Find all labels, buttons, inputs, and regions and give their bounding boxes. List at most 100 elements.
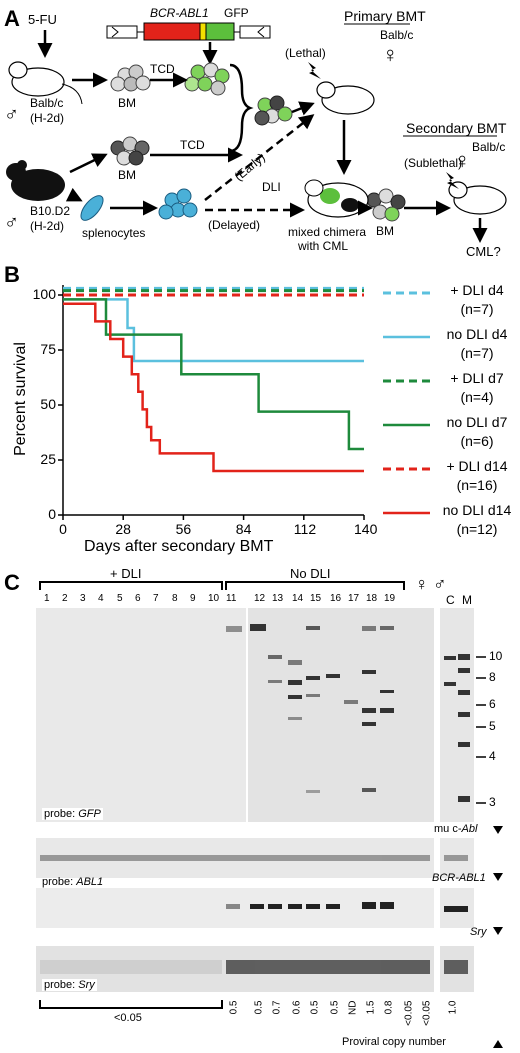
sry-label: Sry xyxy=(470,926,487,938)
legend-n-1: (n=7) xyxy=(460,345,494,361)
male-icon-2: ♂ xyxy=(4,212,19,234)
lane-number: 7 xyxy=(153,593,159,604)
triangle-down-icon-3 xyxy=(493,927,503,935)
copy-number: ND xyxy=(347,1000,359,1015)
lane-number: 19 xyxy=(384,593,396,604)
legend-n-2: (n=4) xyxy=(460,389,494,405)
legend-n-3: (n=6) xyxy=(460,433,494,449)
bm-cells-2 xyxy=(110,136,150,166)
probe-sry-label: probe: Sry xyxy=(42,979,97,991)
copy-number: 0.8 xyxy=(383,1000,395,1015)
size-marker-label: 4 xyxy=(489,749,496,763)
copy-number: 0.5 xyxy=(253,1000,265,1015)
triangle-down-icon-2 xyxy=(493,873,503,881)
white-mouse-icon xyxy=(8,61,83,105)
blot-gfp-right xyxy=(248,608,434,822)
early-dashed-arrow xyxy=(204,114,315,201)
copy-number: 1.5 xyxy=(365,1000,377,1015)
construct-gene-label: BCR-ABL1 xyxy=(150,6,209,20)
panel-c xyxy=(36,581,503,1048)
blot-gfp-left xyxy=(36,608,246,822)
donor1-strain: Balb/c xyxy=(30,96,64,110)
bracket-no-dli xyxy=(225,581,405,590)
y-tick-label: 100 xyxy=(32,286,56,302)
primary-bmt-title: Primary BMT xyxy=(344,8,426,24)
male-icon-1: ♂ xyxy=(4,104,19,126)
lane-number: 11 xyxy=(226,593,237,604)
arrow-a7 xyxy=(291,101,315,116)
lane-number: 2 xyxy=(62,593,68,604)
no-dli-header: No DLI xyxy=(290,566,331,581)
arrow-a5 xyxy=(65,187,83,202)
secondary-bmt-title: Secondary BMT xyxy=(406,120,507,136)
y-tick-label: 0 xyxy=(48,506,56,522)
sry-bands xyxy=(40,960,468,974)
lane-number: 13 xyxy=(272,593,284,604)
copy-number: 0.5 xyxy=(228,1000,240,1015)
legend-name-5: no DLI d14 xyxy=(442,502,512,518)
donor2-strain: B10.D2 xyxy=(30,204,71,218)
female-icon-1: ♀ xyxy=(382,42,399,67)
panel-a-label: A xyxy=(4,6,20,31)
lane-number: 8 xyxy=(172,593,178,604)
delayed-label: (Delayed) xyxy=(208,218,261,232)
x-tick-label: 84 xyxy=(235,521,252,537)
lane-number: 6 xyxy=(135,593,141,604)
tcd-label-2: TCD xyxy=(180,138,205,152)
abl1-bands xyxy=(40,855,468,861)
lane-number: 4 xyxy=(98,593,104,604)
lightning-icon-1 xyxy=(308,62,321,79)
x-tick-label: 140 xyxy=(354,521,378,537)
triangle-down-icon-1 xyxy=(493,826,503,834)
chimera-label-2: with CML xyxy=(298,239,349,253)
series-line-1 xyxy=(63,298,364,363)
probe-abl1-label: probe: ABL1 xyxy=(42,876,104,888)
copy-number: <0.05 xyxy=(421,1000,433,1026)
size-marker-label: 5 xyxy=(489,719,496,733)
brace xyxy=(229,63,254,153)
primary-recipient-mouse xyxy=(316,81,375,115)
size-marker-label: 3 xyxy=(489,795,496,809)
bm-cells-1 xyxy=(110,64,151,92)
legend-n-4: (n=16) xyxy=(456,477,498,493)
series-line-3 xyxy=(63,298,364,451)
donor2-hla: (H-2d) xyxy=(30,219,65,233)
dli-label: DLI xyxy=(262,180,281,194)
copy-number: 0.6 xyxy=(291,1000,303,1015)
legend-n-0: (n=7) xyxy=(460,301,494,317)
chimera-label-1: mixed chimera xyxy=(288,225,367,239)
lane-number: 18 xyxy=(366,593,378,604)
splenocytes-label: splenocytes xyxy=(82,226,146,240)
lane-number: 1 xyxy=(44,593,50,604)
mixed-cells xyxy=(254,95,293,126)
bm-cells-3 xyxy=(366,188,406,222)
marker-ticks xyxy=(476,656,486,804)
legend-name-4: + DLI d14 xyxy=(446,458,508,474)
lane-number: 3 xyxy=(80,593,86,604)
tcd-label-1: TCD xyxy=(150,62,175,76)
lane-number: 16 xyxy=(330,593,342,604)
panel-a xyxy=(6,22,507,243)
bracket-plus-dli xyxy=(39,581,223,590)
arrow-a3 xyxy=(69,153,108,174)
copy-number: 0.5 xyxy=(329,1000,341,1015)
bm-label-1: BM xyxy=(118,96,136,110)
lethal-label: (Lethal) xyxy=(285,46,326,60)
x-tick-label: 28 xyxy=(115,521,131,537)
lane-number: 9 xyxy=(190,593,196,604)
c-lane-label: C xyxy=(446,593,455,607)
construct-gfp-label: GFP xyxy=(224,6,249,20)
secondary-recipient-mouse xyxy=(448,181,507,215)
lightning-icon-2 xyxy=(446,172,459,189)
size-marker-label: 8 xyxy=(489,670,496,684)
bracket-low xyxy=(39,1000,223,1009)
lane-number: 14 xyxy=(292,593,304,604)
bm-label-2: BM xyxy=(118,168,136,182)
gfp-cells xyxy=(184,62,230,96)
copy-number: 0.5 xyxy=(309,1000,321,1015)
black-mouse-icon xyxy=(6,160,65,201)
size-marker-label: 6 xyxy=(489,697,496,711)
x-axis-label: Days after secondary BMT xyxy=(84,538,274,555)
copy-number: <0.05 xyxy=(403,1000,415,1026)
